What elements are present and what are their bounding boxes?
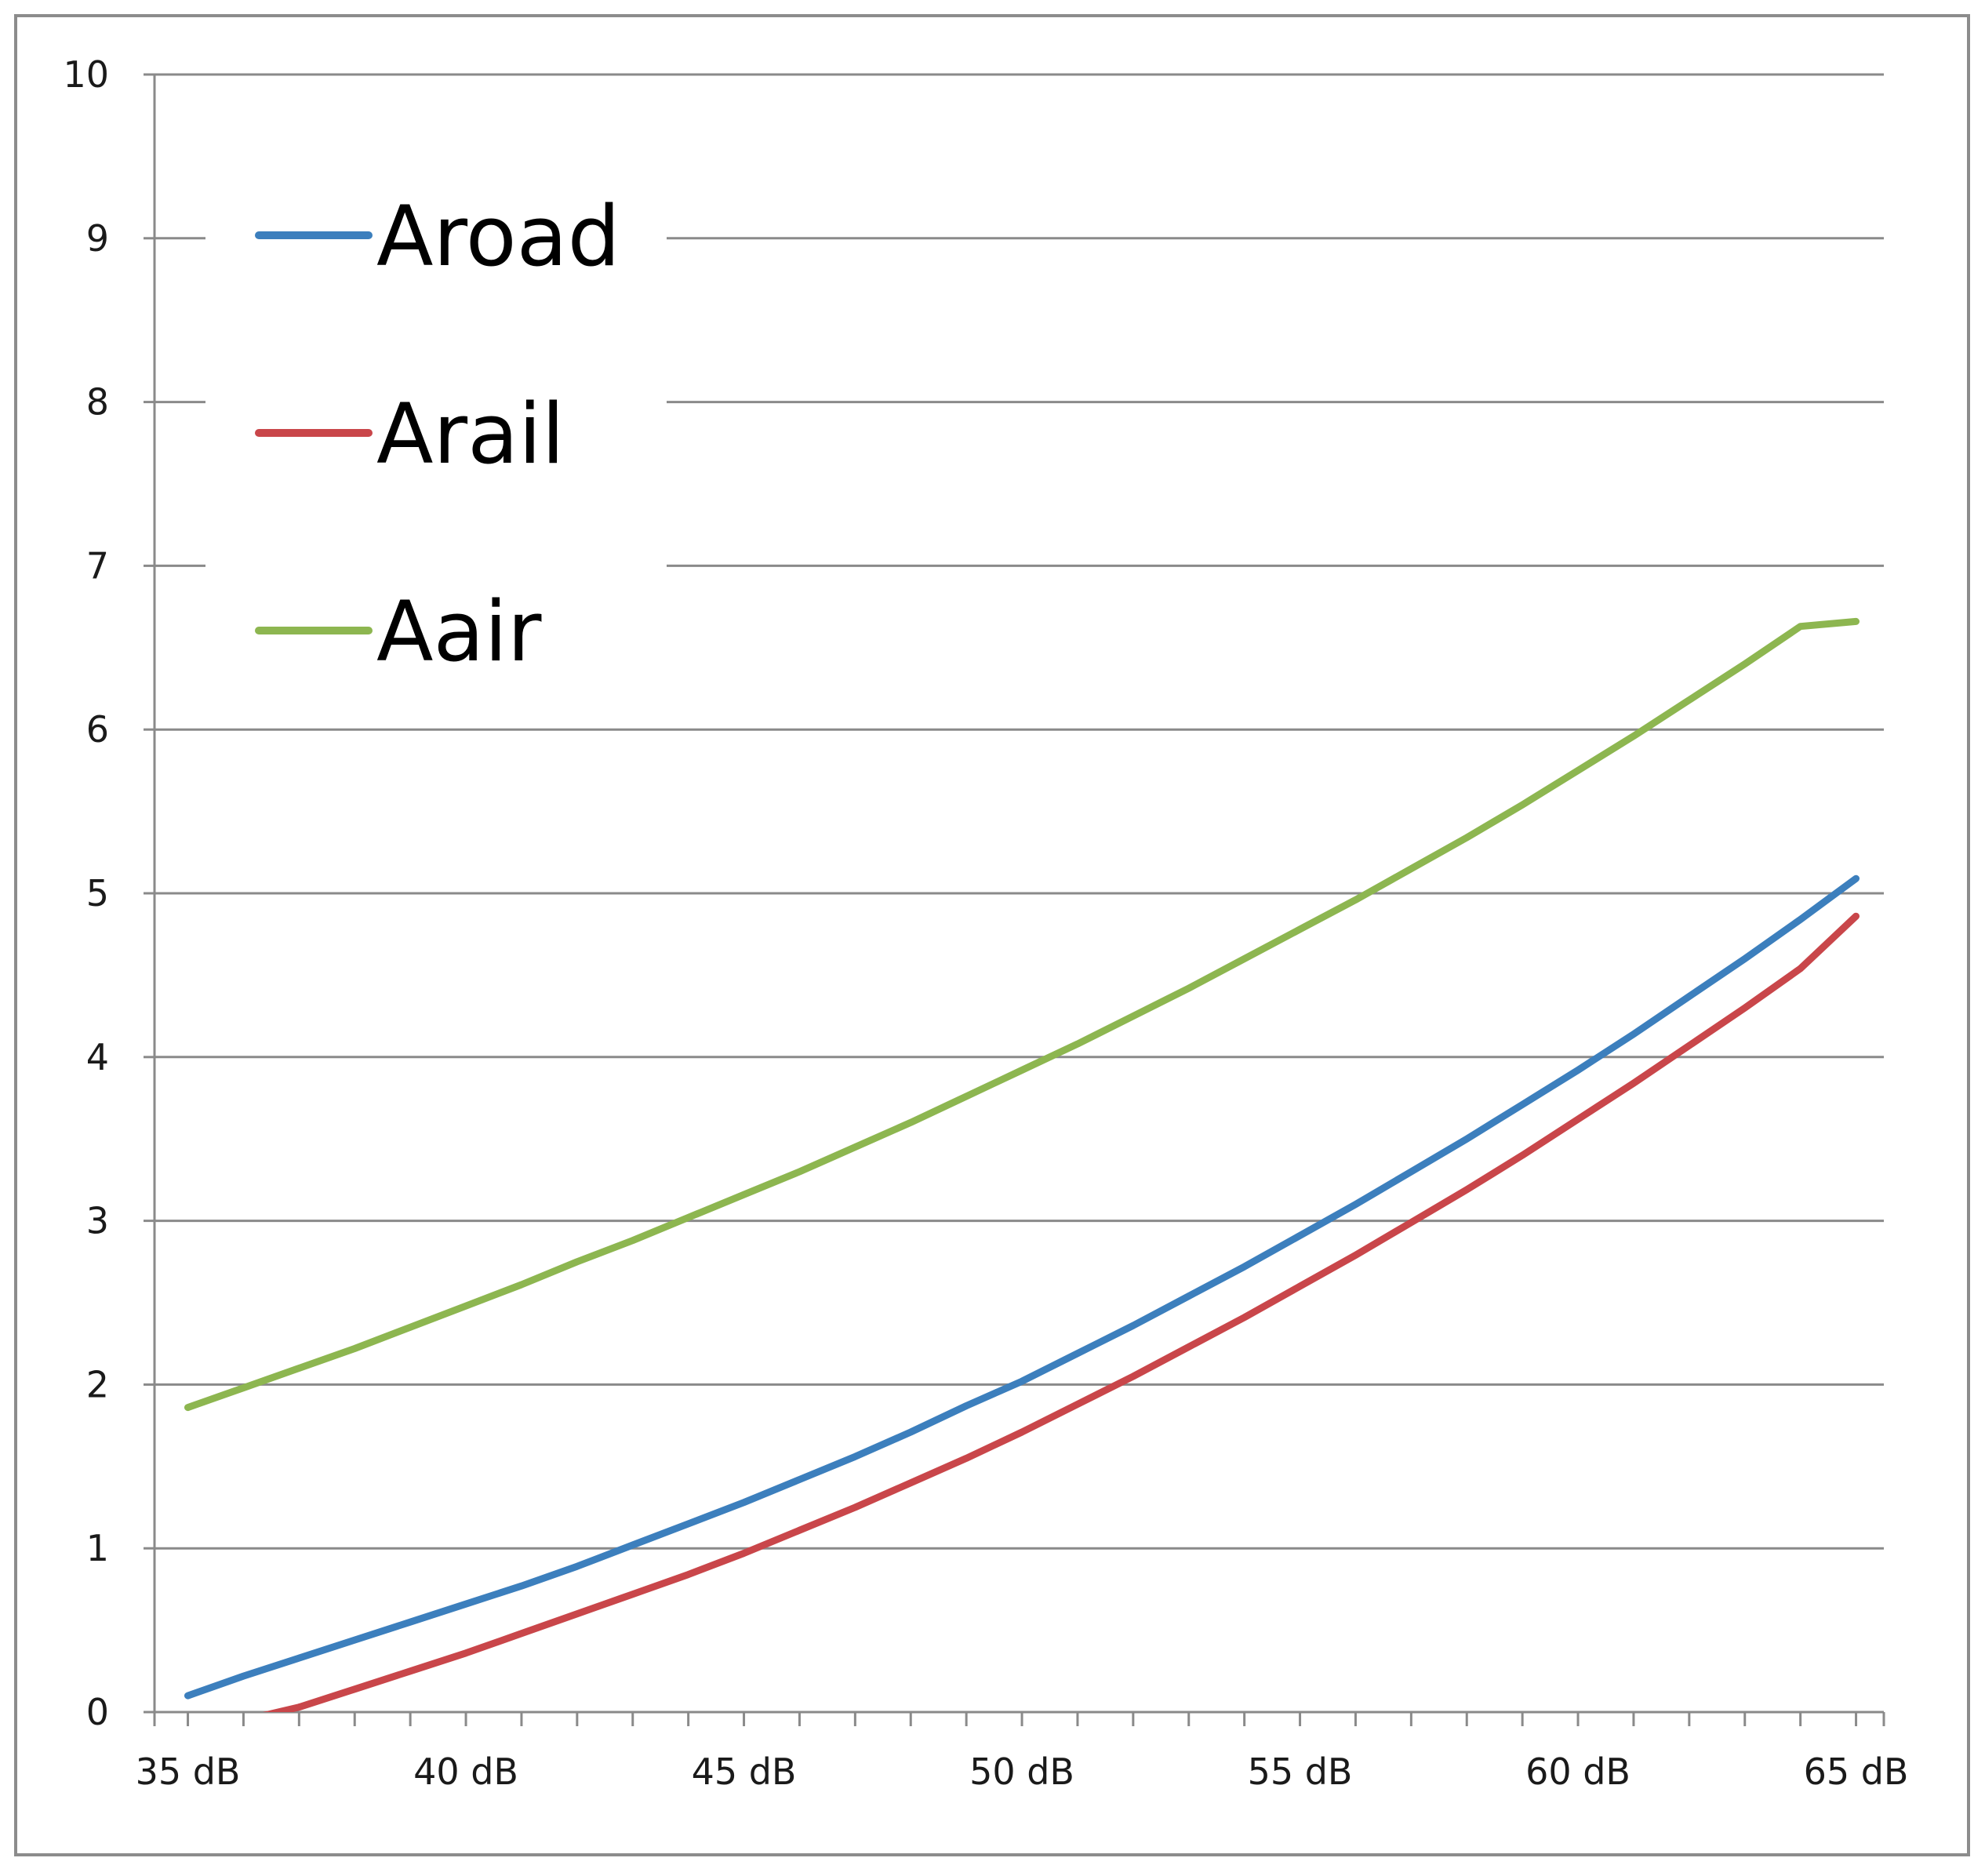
series-line-aair: [184, 617, 1860, 1412]
y-tick-label: 3: [86, 1200, 109, 1242]
axes: 0 1 2 3 4 5 6 7 8 9 10 35 dB 40 dB 45 dB 50 dB 55 dB 60 …: [63, 53, 1908, 1793]
x-tick-label: 55 dB: [1248, 1751, 1353, 1793]
legend: Aroad Arail Aair: [205, 173, 667, 690]
y-tick-label: 6: [86, 708, 109, 751]
series-lines: [184, 617, 1860, 1712]
series-line-aroad: [184, 874, 1860, 1700]
x-tick-label: 65 dB: [1804, 1751, 1909, 1793]
y-tick-label: 7: [86, 544, 109, 587]
x-tick-label: 40 dB: [413, 1751, 518, 1793]
gridlines: [155, 73, 1884, 1550]
x-tick-label: 35 dB: [136, 1751, 241, 1793]
y-tick-label: 5: [86, 872, 109, 914]
y-tick-label: 8: [86, 381, 109, 424]
y-tick-label: 1: [86, 1527, 109, 1569]
y-tick-label: 9: [86, 217, 109, 260]
y-tick-label: 2: [86, 1363, 109, 1405]
y-tick-label: 0: [86, 1691, 109, 1733]
legend-label-aroad: Aroad: [376, 188, 620, 285]
legend-label-aair: Aair: [376, 584, 542, 680]
legend-label-arail: Arail: [376, 386, 565, 482]
y-tick-label: 4: [86, 1036, 109, 1078]
x-tick-label: 60 dB: [1525, 1751, 1631, 1793]
y-tick-label: 10: [63, 53, 109, 96]
x-tick-label: 50 dB: [969, 1751, 1074, 1793]
x-tick-label: 45 dB: [692, 1751, 797, 1793]
series-line-arail: [262, 912, 1860, 1712]
